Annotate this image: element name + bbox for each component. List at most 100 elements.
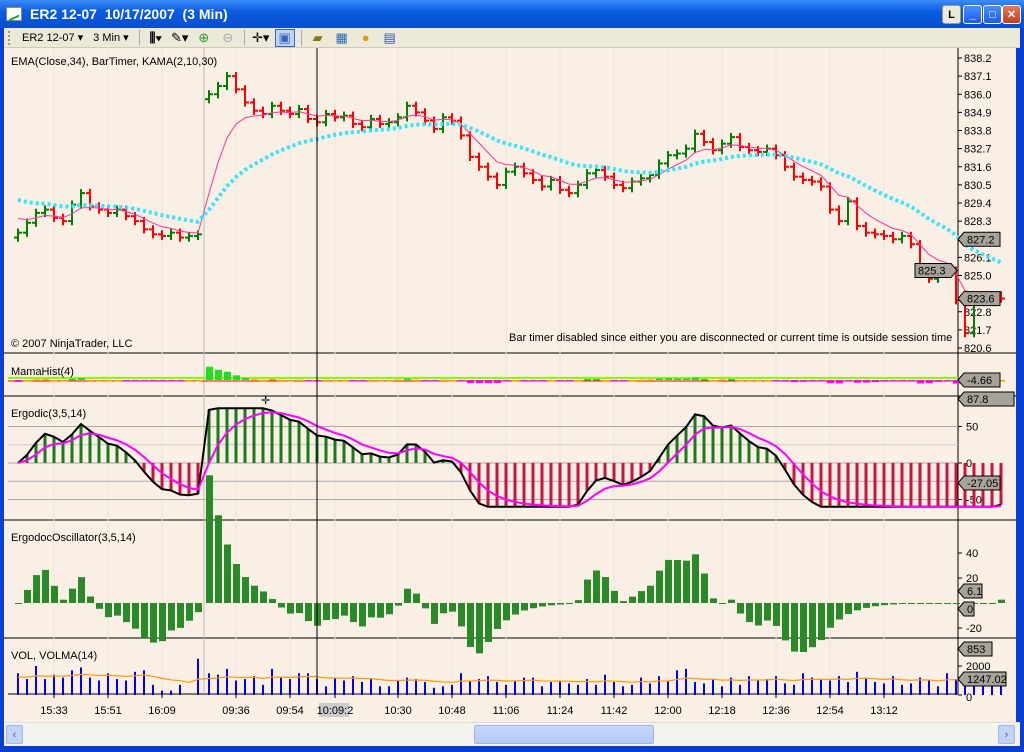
- osc-bar: [168, 603, 175, 631]
- osc-bar: [629, 596, 636, 603]
- osc-bar: [773, 603, 780, 626]
- horizontal-scrollbar[interactable]: ‹ ›: [4, 722, 1020, 746]
- mamahist-bar: [827, 380, 834, 384]
- interval-dropdown[interactable]: 3 Min ▾: [93, 32, 129, 44]
- osc-bar: [836, 603, 843, 620]
- minimize-button[interactable]: _: [963, 5, 982, 24]
- mamahist-bar: [78, 378, 85, 380]
- mamahist-bar: [539, 380, 546, 382]
- osc-bar: [42, 569, 49, 603]
- osc-bar: [350, 603, 357, 623]
- draw-pencil-icon[interactable]: ✎▾: [170, 29, 189, 45]
- time-tick-label: 12:18: [708, 705, 736, 717]
- interval-label: 3 Min: [93, 32, 121, 44]
- osc-bar: [701, 573, 708, 603]
- maximize-button[interactable]: □: [983, 5, 1002, 24]
- mamahist-bar: [476, 380, 483, 384]
- scroll-right-button[interactable]: ›: [998, 725, 1015, 744]
- price-tag-last-bg: [957, 291, 1001, 307]
- mamahist-bar: [710, 380, 717, 382]
- price-tick-label: 838.2: [964, 53, 992, 65]
- price-tick-label: 830.5: [964, 180, 992, 192]
- mamahist-bar: [836, 380, 843, 384]
- volume-panel-label: VOL, VOLMA(14): [11, 650, 98, 662]
- mamahist-bar: [260, 379, 267, 382]
- mamahist-bar: [620, 380, 627, 382]
- osc-bar: [980, 603, 987, 604]
- mamahist-bar: [278, 379, 285, 382]
- osc-tick-label: 40: [966, 548, 978, 560]
- instrument-dropdown[interactable]: ER2 12-07 ▾: [22, 32, 84, 44]
- mamahist-bar: [224, 371, 231, 380]
- mamahist-bar: [530, 380, 537, 382]
- mamahist-bar: [701, 378, 708, 381]
- mamahist-bar: [141, 380, 148, 382]
- toolbar-grip[interactable]: [8, 30, 12, 45]
- osc-bar: [944, 603, 951, 604]
- mamahist-bar: [665, 378, 672, 380]
- mamahist-bar: [557, 380, 564, 382]
- osc-bar: [467, 603, 474, 648]
- osc-bar: [224, 544, 231, 603]
- time-tick-label: 11:06: [493, 705, 520, 717]
- properties-icon[interactable]: ▤: [383, 29, 396, 45]
- osc-bar: [269, 599, 276, 603]
- mamahist-bar: [944, 380, 951, 382]
- scroll-thumb[interactable]: [474, 725, 654, 744]
- zoom-out-icon[interactable]: ⊖: [222, 29, 234, 45]
- ergodic-signal-line: [17, 411, 1002, 508]
- mamahist-bar: [233, 375, 240, 380]
- mamahist-bar: [186, 380, 193, 382]
- price-tag-ema: 825.3: [918, 266, 946, 278]
- mamahist-bar: [350, 380, 357, 382]
- osc-bar: [710, 598, 717, 603]
- osc-bar: [791, 603, 798, 652]
- mamahist-bar: [782, 380, 789, 382]
- price-tick-label: 831.6: [964, 162, 992, 174]
- zoom-in-icon[interactable]: ⊕: [198, 29, 210, 45]
- mamahist-bar: [323, 379, 330, 382]
- mamahist-bar: [926, 380, 933, 384]
- osc-bar: [872, 603, 879, 607]
- orders-dollar-icon[interactable]: ●: [361, 30, 370, 45]
- indicators-icon[interactable]: ▦: [335, 29, 348, 45]
- mamahist-bar: [33, 379, 40, 381]
- osc-bar: [530, 603, 537, 609]
- crosshair-icon[interactable]: ✛▾: [251, 29, 270, 45]
- mamahist-bar: [168, 380, 175, 382]
- link-button[interactable]: L: [942, 5, 961, 24]
- mamahist-bar: [96, 380, 103, 382]
- strategy-icon[interactable]: ▰: [312, 29, 323, 45]
- osc-bar: [818, 603, 825, 641]
- time-tick-label: 09:54: [276, 705, 304, 717]
- osc-bar: [341, 603, 348, 616]
- time-tick-label: 10:30: [384, 705, 412, 717]
- osc-bar: [69, 588, 76, 603]
- mamahist-bar: [818, 380, 825, 382]
- instrument-label: ER2 12-07: [22, 32, 75, 44]
- mamahist-bar: [863, 380, 870, 383]
- mamahist-bar: [485, 380, 492, 384]
- osc-bar: [287, 603, 294, 614]
- mamahist-bar: [69, 378, 76, 381]
- mamahist-bar: [692, 377, 699, 380]
- close-button[interactable]: ✕: [1002, 5, 1021, 24]
- osc-bar: [323, 603, 330, 621]
- mamahist-bar: [458, 380, 465, 382]
- mamahist-bar: [159, 380, 166, 382]
- osc-bar: [620, 601, 627, 603]
- mamahist-bar: [377, 380, 384, 382]
- osc-bar: [656, 570, 663, 603]
- mamahist-bar: [737, 380, 744, 382]
- mamahist-bar: [593, 378, 600, 381]
- osc-bar: [908, 603, 915, 604]
- osc-bar: [827, 603, 834, 628]
- data-box-icon[interactable]: ▣: [274, 28, 295, 47]
- osc-bar: [548, 603, 555, 606]
- osc-bar: [737, 603, 744, 614]
- bar-timer-message: Bar timer disabled since either you are …: [509, 332, 953, 344]
- price-tag-kama: 827.2: [967, 234, 995, 246]
- mamahist-bar: [755, 380, 762, 382]
- scroll-left-button[interactable]: ‹: [6, 725, 23, 744]
- bar-style-icon[interactable]: ⫼▾: [149, 29, 162, 45]
